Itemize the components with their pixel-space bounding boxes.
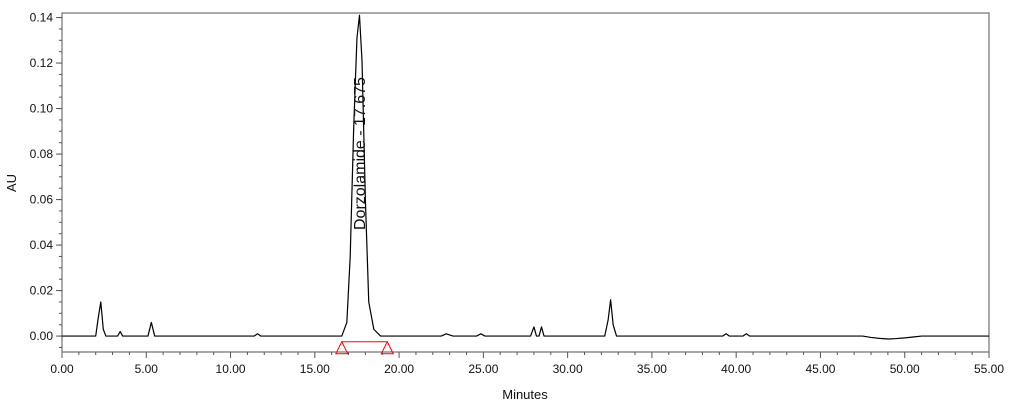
y-tick-label: 0.08	[30, 147, 54, 161]
x-tick-label: 0.00	[50, 362, 74, 376]
peak-label: Dorzolamide - 17.675	[352, 77, 369, 230]
y-tick-label: 0.14	[30, 11, 54, 25]
x-tick-label: 20.00	[384, 362, 414, 376]
y-tick-label: 0.04	[30, 238, 54, 252]
plot-frame	[61, 12, 990, 353]
x-axis-title: Minutes	[502, 387, 548, 402]
y-axis-title: AU	[4, 174, 19, 192]
x-axis: 0.00 5.00 10.00 15.00 20.00 25.00 30.00 35.00 40…	[50, 352, 1004, 376]
x-tick-label: 35.00	[637, 362, 667, 376]
x-tick-label: 55.00	[974, 362, 1004, 376]
x-tick-label: 15.00	[300, 362, 330, 376]
plot-area: Dorzolamide - 17.675	[62, 14, 989, 355]
x-tick-label: 30.00	[553, 362, 583, 376]
y-tick-label: 0.10	[30, 102, 54, 116]
x-tick-label: 5.00	[135, 362, 159, 376]
y-tick-label: 0.06	[30, 193, 54, 207]
x-tick-label: 45.00	[805, 362, 835, 376]
y-tick-label: 0.00	[30, 329, 54, 343]
x-tick-label: 50.00	[890, 362, 920, 376]
peak-marker	[334, 340, 349, 355]
y-axis: 0.00 0.02 0.04 0.06 0.08 0.10 0.12 0.14	[30, 11, 62, 348]
series-line	[62, 14, 989, 340]
y-tick-label: 0.12	[30, 56, 54, 70]
x-tick-label: 25.00	[468, 362, 498, 376]
peak-marker	[380, 340, 395, 355]
x-tick-label: 10.00	[216, 362, 246, 376]
y-tick-label: 0.02	[30, 284, 54, 298]
x-tick-label: 40.00	[721, 362, 751, 376]
